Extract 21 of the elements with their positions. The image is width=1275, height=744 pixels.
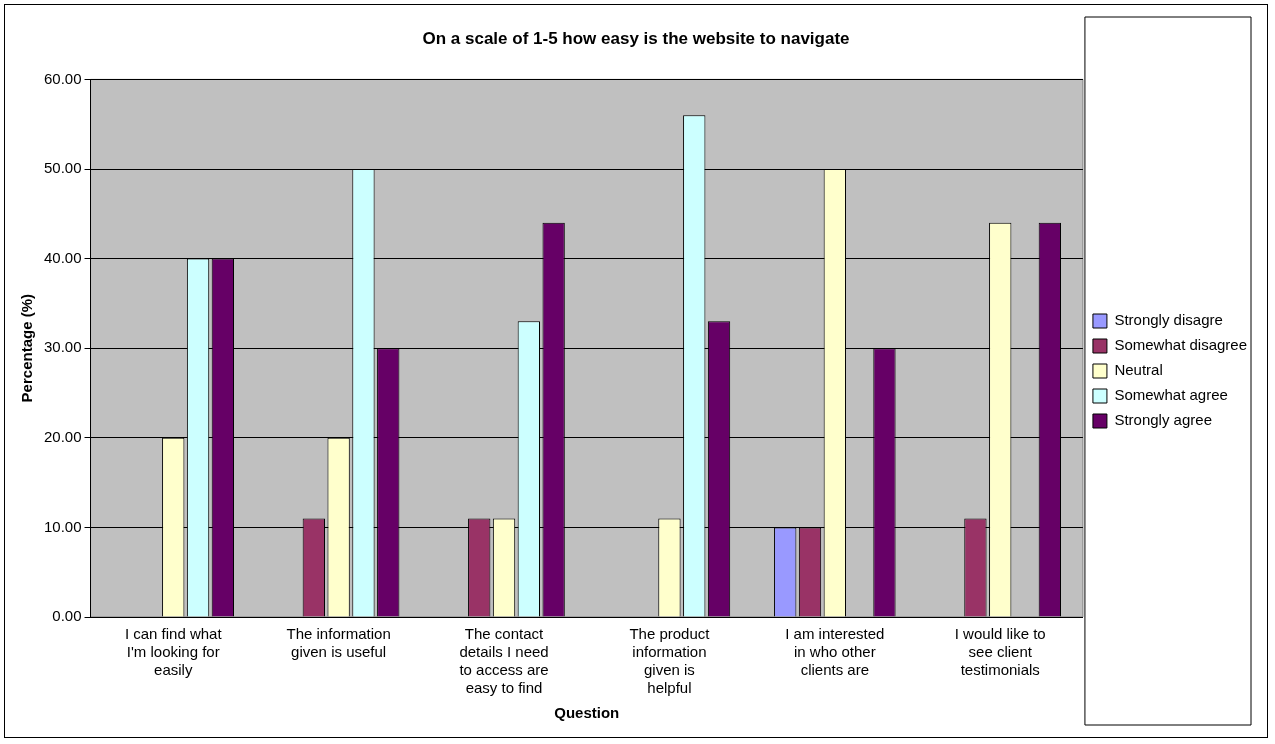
x-axis-title: Question: [554, 704, 620, 722]
x-tick-label: The product information given is helpful: [629, 625, 711, 697]
y-tick-label: 50.00: [43, 159, 82, 177]
x-tick-label: The contact details I need to access are easy to find: [459, 625, 549, 697]
x-tick-label: I would like to see client testimonials: [954, 625, 1046, 679]
x-tick-label: I can find what I'm looking for easily: [124, 625, 223, 679]
y-tick-label: 10.00: [43, 517, 82, 535]
y-tick-label: 40.00: [43, 248, 82, 266]
y-tick-label: 0.00: [52, 607, 82, 625]
y-tick-label: 30.00: [43, 338, 82, 356]
y-tick-label: 20.00: [43, 427, 82, 445]
legend-label: Strongly agree: [1114, 411, 1212, 429]
y-axis-title: Percentage (%): [18, 294, 36, 403]
x-tick-label: I am interested in who other clients are: [785, 625, 885, 679]
y-tick-label: 60.00: [43, 69, 82, 87]
chart-title: On a scale of 1-5 how easy is the website to navigate: [422, 28, 850, 48]
legend-label: Somewhat agree: [1114, 386, 1228, 404]
legend-label: Strongly disagre: [1114, 311, 1223, 329]
x-tick-label: The information given is useful: [286, 625, 391, 661]
legend-label: Neutral: [1114, 361, 1163, 379]
legend-label: Somewhat disagree: [1114, 336, 1247, 354]
